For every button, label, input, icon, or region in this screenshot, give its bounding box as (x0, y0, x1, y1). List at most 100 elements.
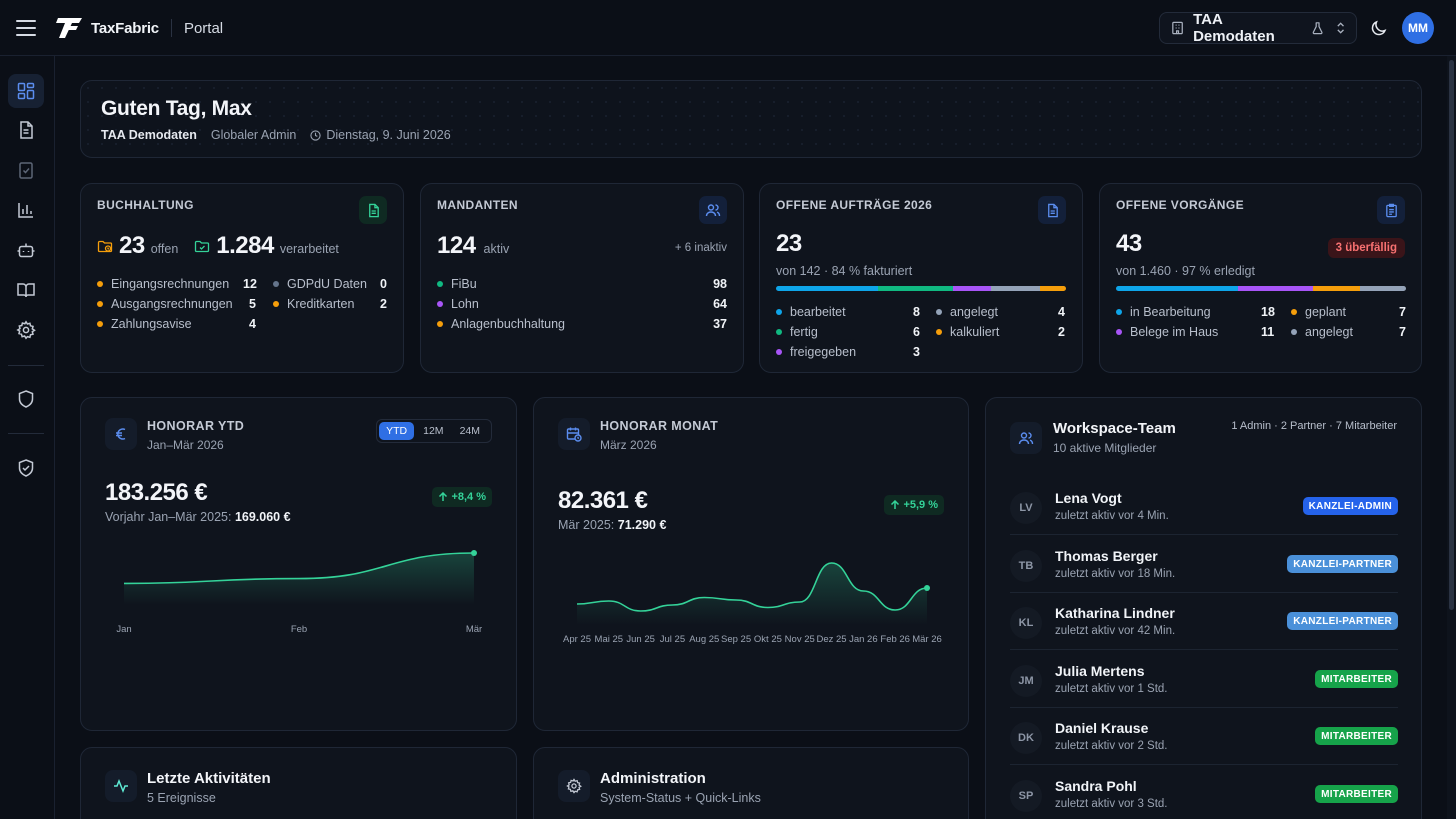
euro-icon (105, 418, 137, 450)
list-item[interactable]: FiBu 98 (437, 277, 727, 291)
avatar: KL (1010, 607, 1042, 639)
list-item[interactable]: Ausgangsrechnungen 5 (97, 297, 257, 311)
list-item[interactable]: Kreditkarten 2 (273, 297, 389, 311)
clock-icon (310, 129, 321, 141)
sidebar-item-dashboard[interactable] (8, 74, 44, 108)
activities-card[interactable]: Letzte Aktivitäten 5 Ereignisse (80, 747, 517, 819)
list-item[interactable]: in Bearbeitung 18 (1116, 305, 1275, 319)
greeting-date: Dienstag, 9. Juni 2026 (310, 128, 451, 142)
sidebar-item-assistant[interactable] (8, 233, 44, 267)
sidebar-item-reports[interactable] (8, 193, 44, 227)
member-name: Sandra Pohl (1055, 778, 1137, 794)
team-member-row[interactable]: JM Julia Mertens zuletzt aktiv vor 1 Std… (1010, 651, 1398, 708)
avatar: TB (1010, 550, 1042, 582)
file-text-icon (359, 196, 387, 224)
flask-icon (1313, 22, 1324, 35)
tab-24m[interactable]: 24M (459, 425, 480, 437)
chart-line (576, 562, 928, 612)
role-badge: KANZLEI-PARTNER (1287, 555, 1398, 573)
brand[interactable]: TaxFabric Portal (56, 16, 223, 40)
ytd-area-chart: Jan Feb Mär (116, 550, 482, 635)
avatar: LV (1010, 492, 1042, 524)
member-last-active: zuletzt aktiv vor 4 Min. (1055, 510, 1169, 522)
member-name: Thomas Berger (1055, 548, 1158, 564)
page-scrollbar[interactable] (1447, 56, 1456, 819)
team-member-row[interactable]: KL Katharina Lindner zuletzt aktiv vor 4… (1010, 593, 1398, 650)
list-item[interactable]: fertig 6 (776, 325, 920, 339)
list-item[interactable]: Anlagenbuchhaltung 37 (437, 317, 727, 331)
tab-12m[interactable]: 12M (423, 425, 444, 437)
status-dot (1116, 329, 1122, 335)
bot-icon (17, 243, 35, 258)
x-tick-label: Mär 26 (912, 634, 942, 645)
x-tick-label: Feb 26 (880, 634, 910, 645)
list-item[interactable]: Eingangsrechnungen 12 (97, 277, 257, 291)
sidebar-item-documents[interactable] (8, 113, 44, 147)
x-tick-label: Jul 25 (660, 634, 685, 645)
list-item[interactable]: geplant 7 (1291, 305, 1406, 319)
sidebar (0, 56, 55, 819)
arrow-up-icon (891, 500, 900, 509)
list-item[interactable]: Zahlungsavise 4 (97, 317, 257, 331)
progress-segment (1039, 286, 1066, 291)
bar-chart-icon (18, 203, 33, 218)
status-dot (437, 281, 443, 287)
x-tick-label: Dez 25 (816, 634, 846, 645)
sidebar-item-tasks[interactable] (8, 153, 44, 187)
list-item[interactable]: GDPdU Daten 0 (273, 277, 389, 291)
list-item[interactable]: kalkuliert 2 (936, 325, 1066, 339)
status-dot (437, 301, 443, 307)
month-area-chart: Apr 25 Mai 25 Jun 25 Jul 25 Aug 25 Sep 25 Okt … (563, 562, 942, 645)
sidebar-item-admin[interactable] (8, 451, 44, 485)
administration-card[interactable]: Administration System-Status + Quick-Lin… (533, 747, 969, 819)
honorar-monat-card: HONORAR MONAT März 2026 82.361 € Mär 202… (533, 397, 969, 731)
list-item[interactable]: freigegeben 3 (776, 345, 920, 359)
list-item[interactable]: angelegt 7 (1291, 325, 1406, 339)
team-member-row[interactable]: DK Daniel Krause zuletzt aktiv vor 2 Std… (1010, 708, 1398, 765)
status-dot (437, 321, 443, 327)
progress-segment (1116, 286, 1238, 291)
card-subtitle: 10 aktive Mitglieder (1053, 441, 1157, 455)
list-item[interactable]: angelegt 4 (936, 305, 1066, 319)
file-text-icon (20, 121, 33, 139)
sidebar-item-handbook[interactable] (8, 273, 44, 307)
file-text-icon (1038, 196, 1066, 224)
month-amount: 82.361 € (558, 487, 648, 514)
member-name: Lena Vogt (1055, 490, 1122, 506)
section-name: Portal (183, 19, 224, 37)
menu-icon[interactable] (16, 18, 36, 38)
stat-card-auftraege[interactable]: OFFENE AUFTRÄGE 2026 23 von 142 · 84 % f… (759, 183, 1083, 373)
card-title: HONORAR YTD (147, 419, 245, 433)
scrollbar-thumb[interactable] (1449, 60, 1454, 610)
x-tick-label: Sep 25 (721, 634, 751, 645)
active-label: aktiv (483, 242, 510, 256)
list-item[interactable]: Belege im Haus 11 (1116, 325, 1274, 339)
team-member-row[interactable]: SP Sandra Pohl zuletzt aktiv vor 3 Std. … (1010, 766, 1398, 819)
team-member-row[interactable]: TB Thomas Berger zuletzt aktiv vor 18 Mi… (1010, 536, 1398, 593)
layout-grid-icon (17, 82, 35, 100)
role-badge: KANZLEI-ADMIN (1302, 497, 1398, 515)
user-avatar[interactable]: MM (1402, 12, 1434, 44)
status-dot (936, 309, 942, 315)
overdue-badge[interactable]: 3 überfällig (1327, 238, 1405, 258)
active-count: 124 (437, 232, 476, 259)
avatar: SP (1010, 780, 1042, 812)
moon-icon[interactable] (1369, 18, 1389, 38)
list-item[interactable]: bearbeitet 8 (776, 305, 920, 319)
sidebar-item-security[interactable] (8, 382, 44, 416)
list-item[interactable]: Lohn 64 (437, 297, 727, 311)
open-orders-count: 23 (776, 230, 802, 257)
sidebar-item-settings[interactable] (8, 313, 44, 347)
top-bar: TaxFabric Portal TAA Demodaten MM (0, 0, 1456, 56)
workspace-selector[interactable]: TAA Demodaten (1159, 11, 1357, 45)
arrow-up-icon (439, 492, 448, 501)
status-dot (273, 281, 279, 287)
activity-icon (105, 770, 137, 802)
stat-card-vorgaenge[interactable]: OFFENE VORGÄNGE 43 3 überfällig von 1.46… (1099, 183, 1422, 373)
range-toggle: YTD 12M 24M (376, 419, 492, 443)
team-member-row[interactable]: LV Lena Vogt zuletzt aktiv vor 4 Min. KA… (1010, 478, 1398, 535)
stat-card-buchhaltung[interactable]: BUCHHALTUNG 23 offen 1.284 verarbeitet E… (80, 183, 404, 373)
role-badge: KANZLEI-PARTNER (1287, 612, 1398, 630)
tab-ytd[interactable]: YTD (379, 422, 415, 440)
stat-card-mandanten[interactable]: MANDANTEN 124 aktiv + 6 inaktiv FiBu 98 L… (420, 183, 744, 373)
